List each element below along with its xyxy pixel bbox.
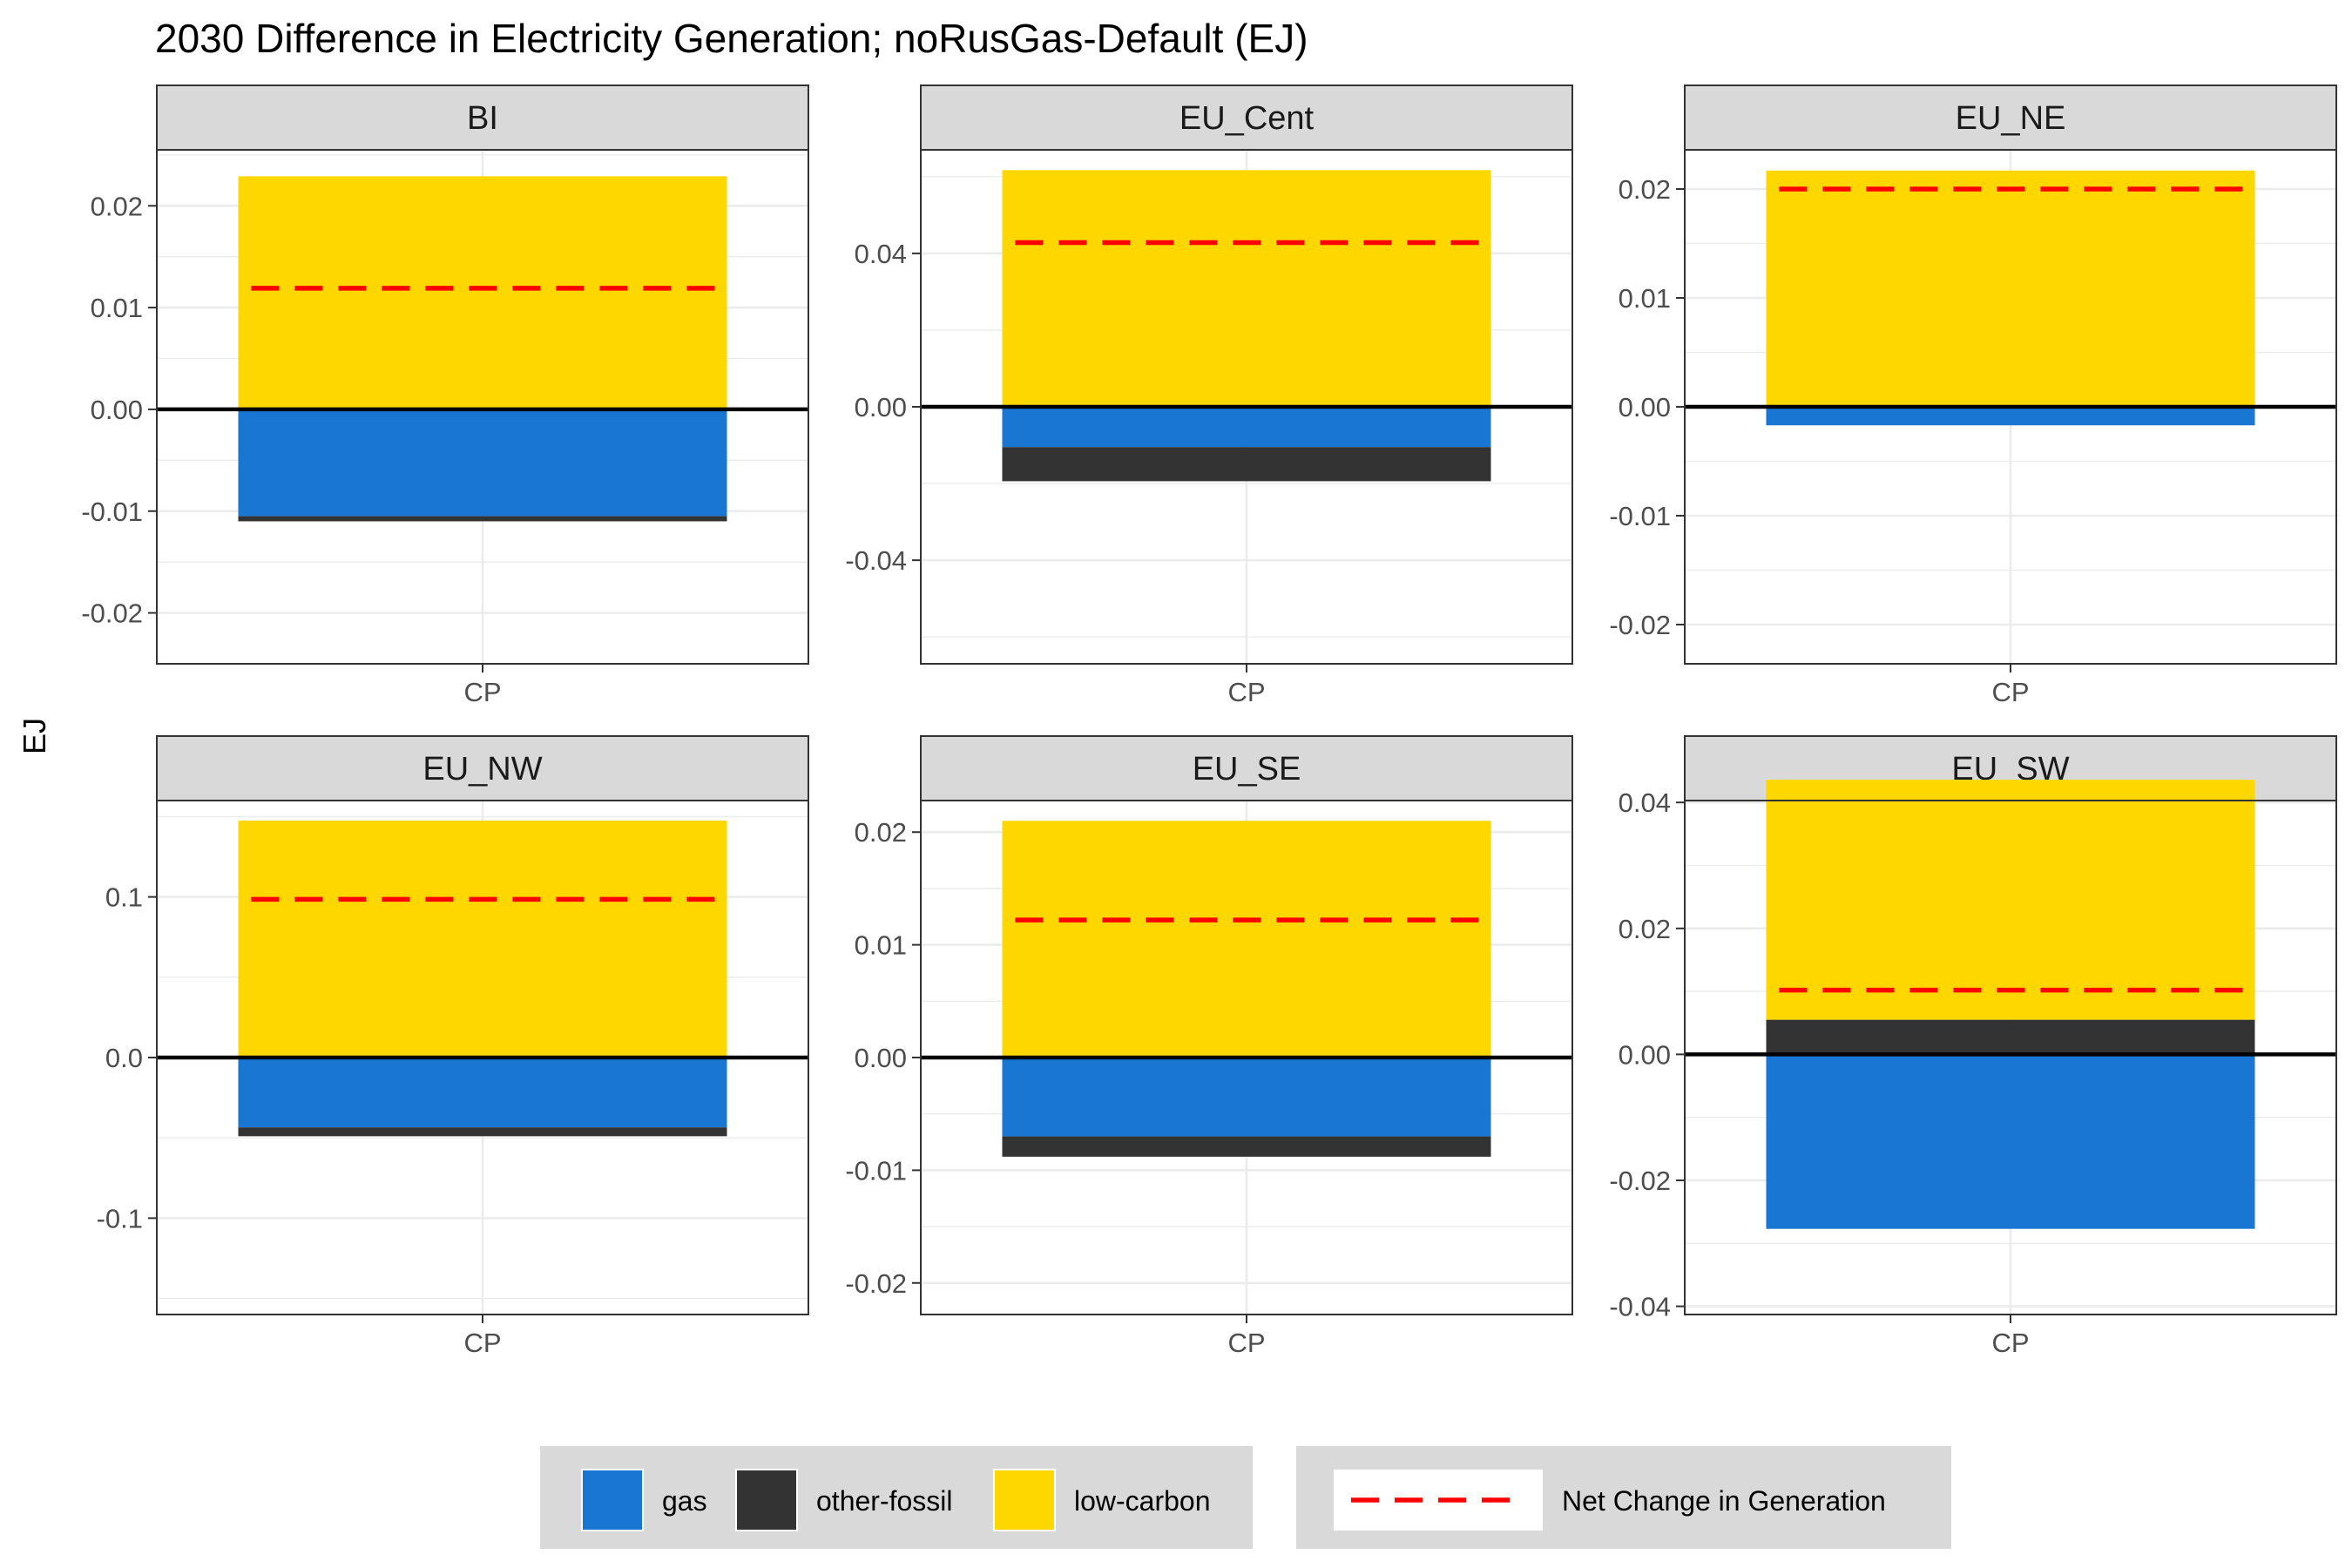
- y-tick-label: 0.01: [855, 930, 907, 961]
- legend-key-gas: [581, 1469, 644, 1531]
- strip-label-eu-ne: EU_NE: [1956, 100, 2066, 137]
- bar-other-fossil-eu-se: [1002, 1136, 1491, 1157]
- y-tick-label: 0.02: [855, 817, 907, 848]
- legend-label-net-change: Net Change in Generation: [1562, 1485, 1886, 1517]
- bar-gas-eu-nw: [238, 1058, 727, 1128]
- y-tick-label: 0.02: [1619, 914, 1671, 944]
- y-tick-label: 0.00: [855, 1043, 907, 1073]
- y-tick-label: 0.00: [855, 392, 907, 422]
- bar-low-carbon-eu-ne: [1766, 170, 2255, 407]
- legend-key-low-carbon: [993, 1469, 1056, 1531]
- bar-low-carbon-bi: [238, 176, 727, 409]
- y-tick-label: 0.0: [105, 1043, 143, 1073]
- panel-eu-cent: EU_Cent -0.04 0.00 0.04 CP: [845, 84, 1573, 707]
- y-tick-label: 0.01: [1619, 283, 1671, 314]
- strip-label-eu-cent: EU_Cent: [1179, 100, 1315, 137]
- facet-panels: BI -0.02 -0.01 0.00 0.01 0.02 CP EU_Cent -0.04 0.…: [81, 84, 2337, 1358]
- y-tick-label: 0.00: [1619, 392, 1671, 422]
- y-tick-label: -0.01: [845, 1155, 907, 1186]
- y-tick-label: -0.01: [1609, 501, 1671, 531]
- strip-eu-cent: [920, 84, 1573, 151]
- panel-bi: BI -0.02 -0.01 0.00 0.01 0.02 CP: [81, 84, 809, 707]
- bar-other-fossil-eu-cent: [1002, 447, 1491, 482]
- y-tick-label: 0.04: [1619, 787, 1671, 818]
- y-tick-label: -0.04: [1609, 1292, 1671, 1322]
- y-tick-label: -0.1: [97, 1203, 143, 1233]
- bar-gas-bi: [238, 409, 727, 517]
- bar-gas-eu-se: [1002, 1058, 1491, 1137]
- bar-gas-eu-cent: [1002, 407, 1491, 448]
- strip-bi: [156, 84, 809, 151]
- bar-other-fossil-bi: [238, 516, 727, 522]
- y-tick-label: -0.02: [1609, 1166, 1671, 1196]
- bar-gas-eu-ne: [1766, 407, 2255, 426]
- y-tick-label: -0.01: [81, 497, 143, 527]
- strip-eu-ne: [1684, 84, 2337, 151]
- x-tick-label: CP: [1991, 677, 2029, 707]
- x-tick-label: CP: [463, 1328, 501, 1358]
- legend-label-gas: gas: [662, 1485, 707, 1517]
- strip-eu-se: [920, 735, 1573, 801]
- y-tick-label: -0.02: [81, 598, 143, 629]
- panel-eu-se: EU_SE -0.02 -0.01 0.00 0.01 0.02 CP: [845, 735, 1573, 1358]
- y-tick-label: 0.1: [105, 882, 143, 913]
- bar-low-carbon-eu-cent: [1002, 170, 1491, 407]
- legend-label-low-carbon: low-carbon: [1074, 1485, 1211, 1517]
- strip-label-bi: BI: [467, 100, 498, 137]
- y-tick-label: -0.02: [845, 1268, 907, 1299]
- legend: gas other-fossil low-carbon Net Change in G…: [540, 1446, 1951, 1549]
- y-tick-label: -0.04: [845, 545, 907, 576]
- panel-eu-ne: EU_NE -0.02 -0.01 0.00 0.01 0.02 CP: [1609, 84, 2337, 707]
- bar-low-carbon-eu-sw: [1766, 780, 2255, 1020]
- x-tick-label: CP: [1991, 1328, 2029, 1358]
- y-tick-label: 0.01: [91, 293, 143, 323]
- strip-label-eu-nw: EU_NW: [422, 751, 542, 787]
- y-tick-label: 0.02: [1619, 174, 1671, 205]
- bar-low-carbon-eu-nw: [238, 821, 727, 1058]
- x-tick-label: CP: [1227, 1328, 1265, 1358]
- x-tick-label: CP: [463, 677, 501, 707]
- legend-fill-box: [540, 1446, 1253, 1549]
- y-tick-label: -0.02: [1609, 610, 1671, 640]
- x-tick-label: CP: [1227, 677, 1265, 707]
- y-tick-label: 0.04: [855, 239, 907, 269]
- bar-low-carbon-eu-se: [1002, 821, 1491, 1058]
- strip-label-eu-se: EU_SE: [1193, 751, 1301, 787]
- chart-title: 2030 Difference in Electricity Generatio…: [155, 16, 1308, 61]
- y-axis-title: EJ: [17, 718, 52, 754]
- bar-other-fossil-eu-nw: [238, 1127, 727, 1137]
- bar-gas-eu-sw: [1766, 1054, 2255, 1229]
- y-tick-label: 0.00: [1619, 1039, 1671, 1070]
- legend-key-other-fossil: [735, 1469, 798, 1531]
- y-tick-label: 0.02: [91, 191, 143, 221]
- legend-label-other-fossil: other-fossil: [816, 1485, 953, 1517]
- bar-other-fossil-eu-sw: [1766, 1019, 2255, 1055]
- strip-eu-nw: [156, 735, 809, 801]
- panel-eu-nw: EU_NW -0.1 0.0 0.1 CP: [97, 735, 809, 1358]
- y-tick-label: 0.00: [91, 395, 143, 425]
